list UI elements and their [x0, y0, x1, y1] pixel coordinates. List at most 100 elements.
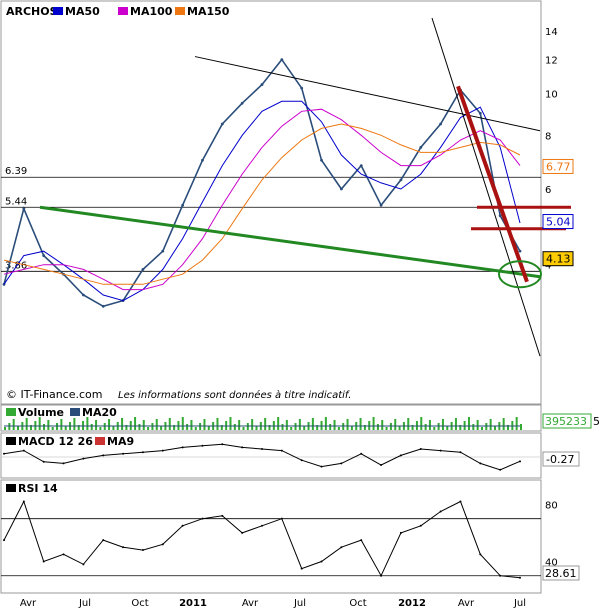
volume-bar: [350, 426, 353, 430]
macd-point: [380, 464, 383, 466]
volume-bar: [233, 424, 236, 430]
rsi-point: [479, 553, 482, 556]
rsi-point: [122, 546, 125, 549]
price-point: [220, 122, 224, 126]
legend-swatch-ma50: [53, 7, 63, 15]
rsi-point: [399, 531, 402, 534]
volume-bar: [155, 419, 158, 430]
macd-point: [261, 448, 263, 450]
macd-panel-frame: [0, 432, 542, 479]
volume-bar: [138, 424, 141, 430]
legend-swatch-vol-ma20: [70, 408, 80, 416]
rsi-point: [82, 563, 85, 566]
volume-bar: [4, 427, 6, 430]
volume-bar: [186, 424, 189, 430]
volume-bar: [467, 417, 470, 430]
ticker-label: ARCHOS: [6, 5, 58, 18]
price-point: [339, 187, 343, 191]
price-legend: ARCHOS MA50 MA100 MA150: [6, 5, 230, 18]
series-line-ma50: [3, 100, 521, 302]
volume-bar: [277, 417, 280, 430]
x-tick-label: Avr: [242, 598, 259, 609]
volume-bar: [311, 418, 314, 430]
rsi-point: [22, 500, 25, 503]
volume-bar: [194, 427, 197, 430]
rsi-point: [280, 517, 283, 520]
volume-bar: [60, 419, 63, 430]
source-credit: © IT-Finance.com: [6, 388, 103, 401]
price-point: [240, 101, 244, 105]
x-tick-label: 2012: [398, 598, 426, 609]
rsi-value-tag: 28.61: [545, 567, 577, 580]
volume-bar: [329, 424, 332, 430]
volume-bar: [30, 425, 33, 430]
volume-bar: [424, 424, 427, 430]
x-tick-label: Avr: [20, 598, 37, 609]
volume-bar: [480, 427, 483, 430]
volume-bar: [381, 420, 384, 430]
legend-swatch-ma150: [175, 7, 185, 15]
macd-point: [300, 459, 303, 462]
macd-point: [280, 449, 283, 452]
volume-bar: [168, 418, 171, 430]
volume-bar: [25, 418, 28, 430]
volume-bar: [64, 426, 67, 430]
volume-bar: [99, 427, 102, 430]
rsi-ytick-label: 80: [545, 500, 558, 511]
macd-point: [221, 443, 224, 446]
volume-bar: [95, 420, 98, 430]
x-tick-label: Oct: [131, 598, 148, 609]
macd-point: [459, 451, 462, 454]
rsi-point: [201, 517, 204, 520]
volume-value-tag: 395233: [545, 415, 587, 428]
price-ytick-label: 10: [545, 90, 558, 101]
volume-bar: [220, 425, 223, 430]
volume-bar: [108, 419, 111, 430]
price-point: [280, 58, 284, 62]
volume-bar: [73, 418, 76, 430]
volume-bar: [411, 425, 414, 430]
support-trendline: [39, 205, 541, 279]
rsi-point: [241, 531, 244, 534]
rsi-point: [181, 524, 184, 527]
rsi-point: [459, 500, 462, 503]
resistance-trendline: [194, 56, 541, 132]
volume-bar: [255, 426, 258, 430]
legend-label-ma150: MA150: [187, 5, 230, 18]
macd-point: [360, 452, 363, 455]
volume-bar: [476, 420, 479, 430]
price-hline-label: 3.86: [5, 260, 27, 271]
volume-bar: [515, 417, 518, 430]
rsi-point: [221, 514, 224, 517]
macd-point: [241, 446, 244, 449]
rsi-point: [499, 574, 502, 577]
price-panel-frame: [0, 0, 542, 405]
price-ytick-label: 14: [545, 27, 558, 38]
price-hline-label: 5.44: [5, 196, 27, 207]
volume-bar: [446, 426, 449, 430]
volume-bar: [285, 420, 288, 430]
downtrend-line: [456, 85, 529, 283]
legend-swatch-rsi: [6, 484, 16, 492]
volume-bar: [324, 417, 327, 430]
macd-point: [62, 462, 65, 465]
volume-bar: [433, 427, 436, 430]
volume-bar: [454, 418, 457, 430]
x-tick-label: Jul: [78, 598, 91, 609]
volume-bar: [489, 419, 492, 430]
legend-swatch-macd: [6, 437, 16, 445]
volume-bar: [160, 426, 163, 430]
macd-point: [399, 454, 402, 457]
volume-bar: [385, 427, 388, 430]
price-tag-box: [542, 214, 574, 230]
legend-label-rsi: RSI 14: [18, 482, 58, 495]
macd-point: [479, 462, 482, 465]
volume-bar: [134, 417, 137, 430]
rsi-point: [62, 553, 65, 556]
price-point: [320, 158, 323, 162]
volume-bar: [17, 426, 20, 430]
legend-swatch-ma100: [118, 7, 128, 15]
macd-point: [340, 462, 343, 465]
legend-swatch-macd-ma9: [95, 437, 105, 445]
price-point: [300, 86, 304, 90]
